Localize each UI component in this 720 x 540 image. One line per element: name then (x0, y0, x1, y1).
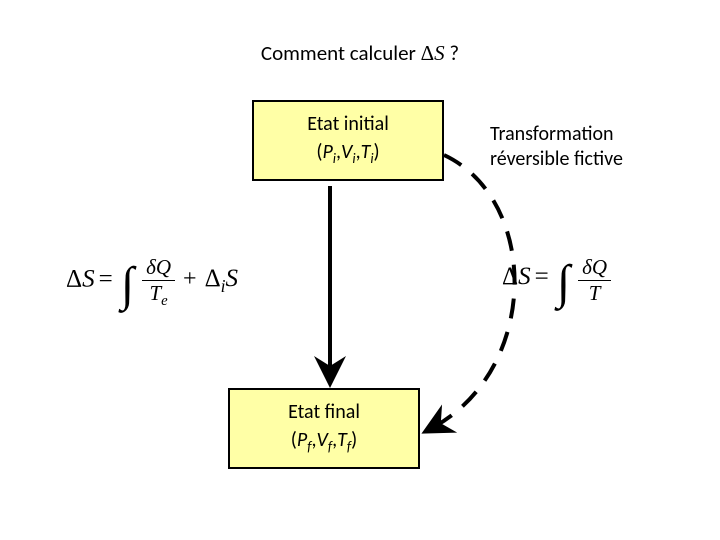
diagram-title: Comment calculer ΔS ? (0, 40, 720, 66)
formula-reversible-path: ΔS = ∫ δQ T (502, 255, 613, 310)
fraction: δQ T (578, 255, 611, 306)
integral-icon: ∫ (121, 257, 134, 312)
title-prefix: Comment calculer (261, 40, 421, 66)
final-state-box: Etat final (Pf,Vf,Tf) (228, 388, 420, 469)
diagram-canvas: { "layout": { "canvas": { "width": 720, … (0, 0, 720, 540)
initial-state-label: Etat initial (254, 110, 442, 138)
final-state-vars: (Pf,Vf,Tf) (230, 426, 418, 457)
title-s: S (434, 41, 445, 65)
final-state-label: Etat final (230, 398, 418, 426)
fraction: δQ Te (142, 255, 175, 310)
transformation-label: Transformation réversible fictive (490, 122, 623, 172)
initial-state-vars: (Pi,Vi,Ti) (254, 138, 442, 169)
transformation-line2: réversible fictive (490, 147, 623, 171)
integral-icon: ∫ (557, 255, 570, 310)
formula-real-path: ΔS = ∫ δQ Te + ΔiS (66, 255, 238, 312)
title-suffix: ? (445, 40, 459, 66)
title-delta: Δ (421, 41, 435, 65)
initial-state-box: Etat initial (Pi,Vi,Ti) (252, 100, 444, 181)
transformation-line1: Transformation (490, 122, 614, 146)
